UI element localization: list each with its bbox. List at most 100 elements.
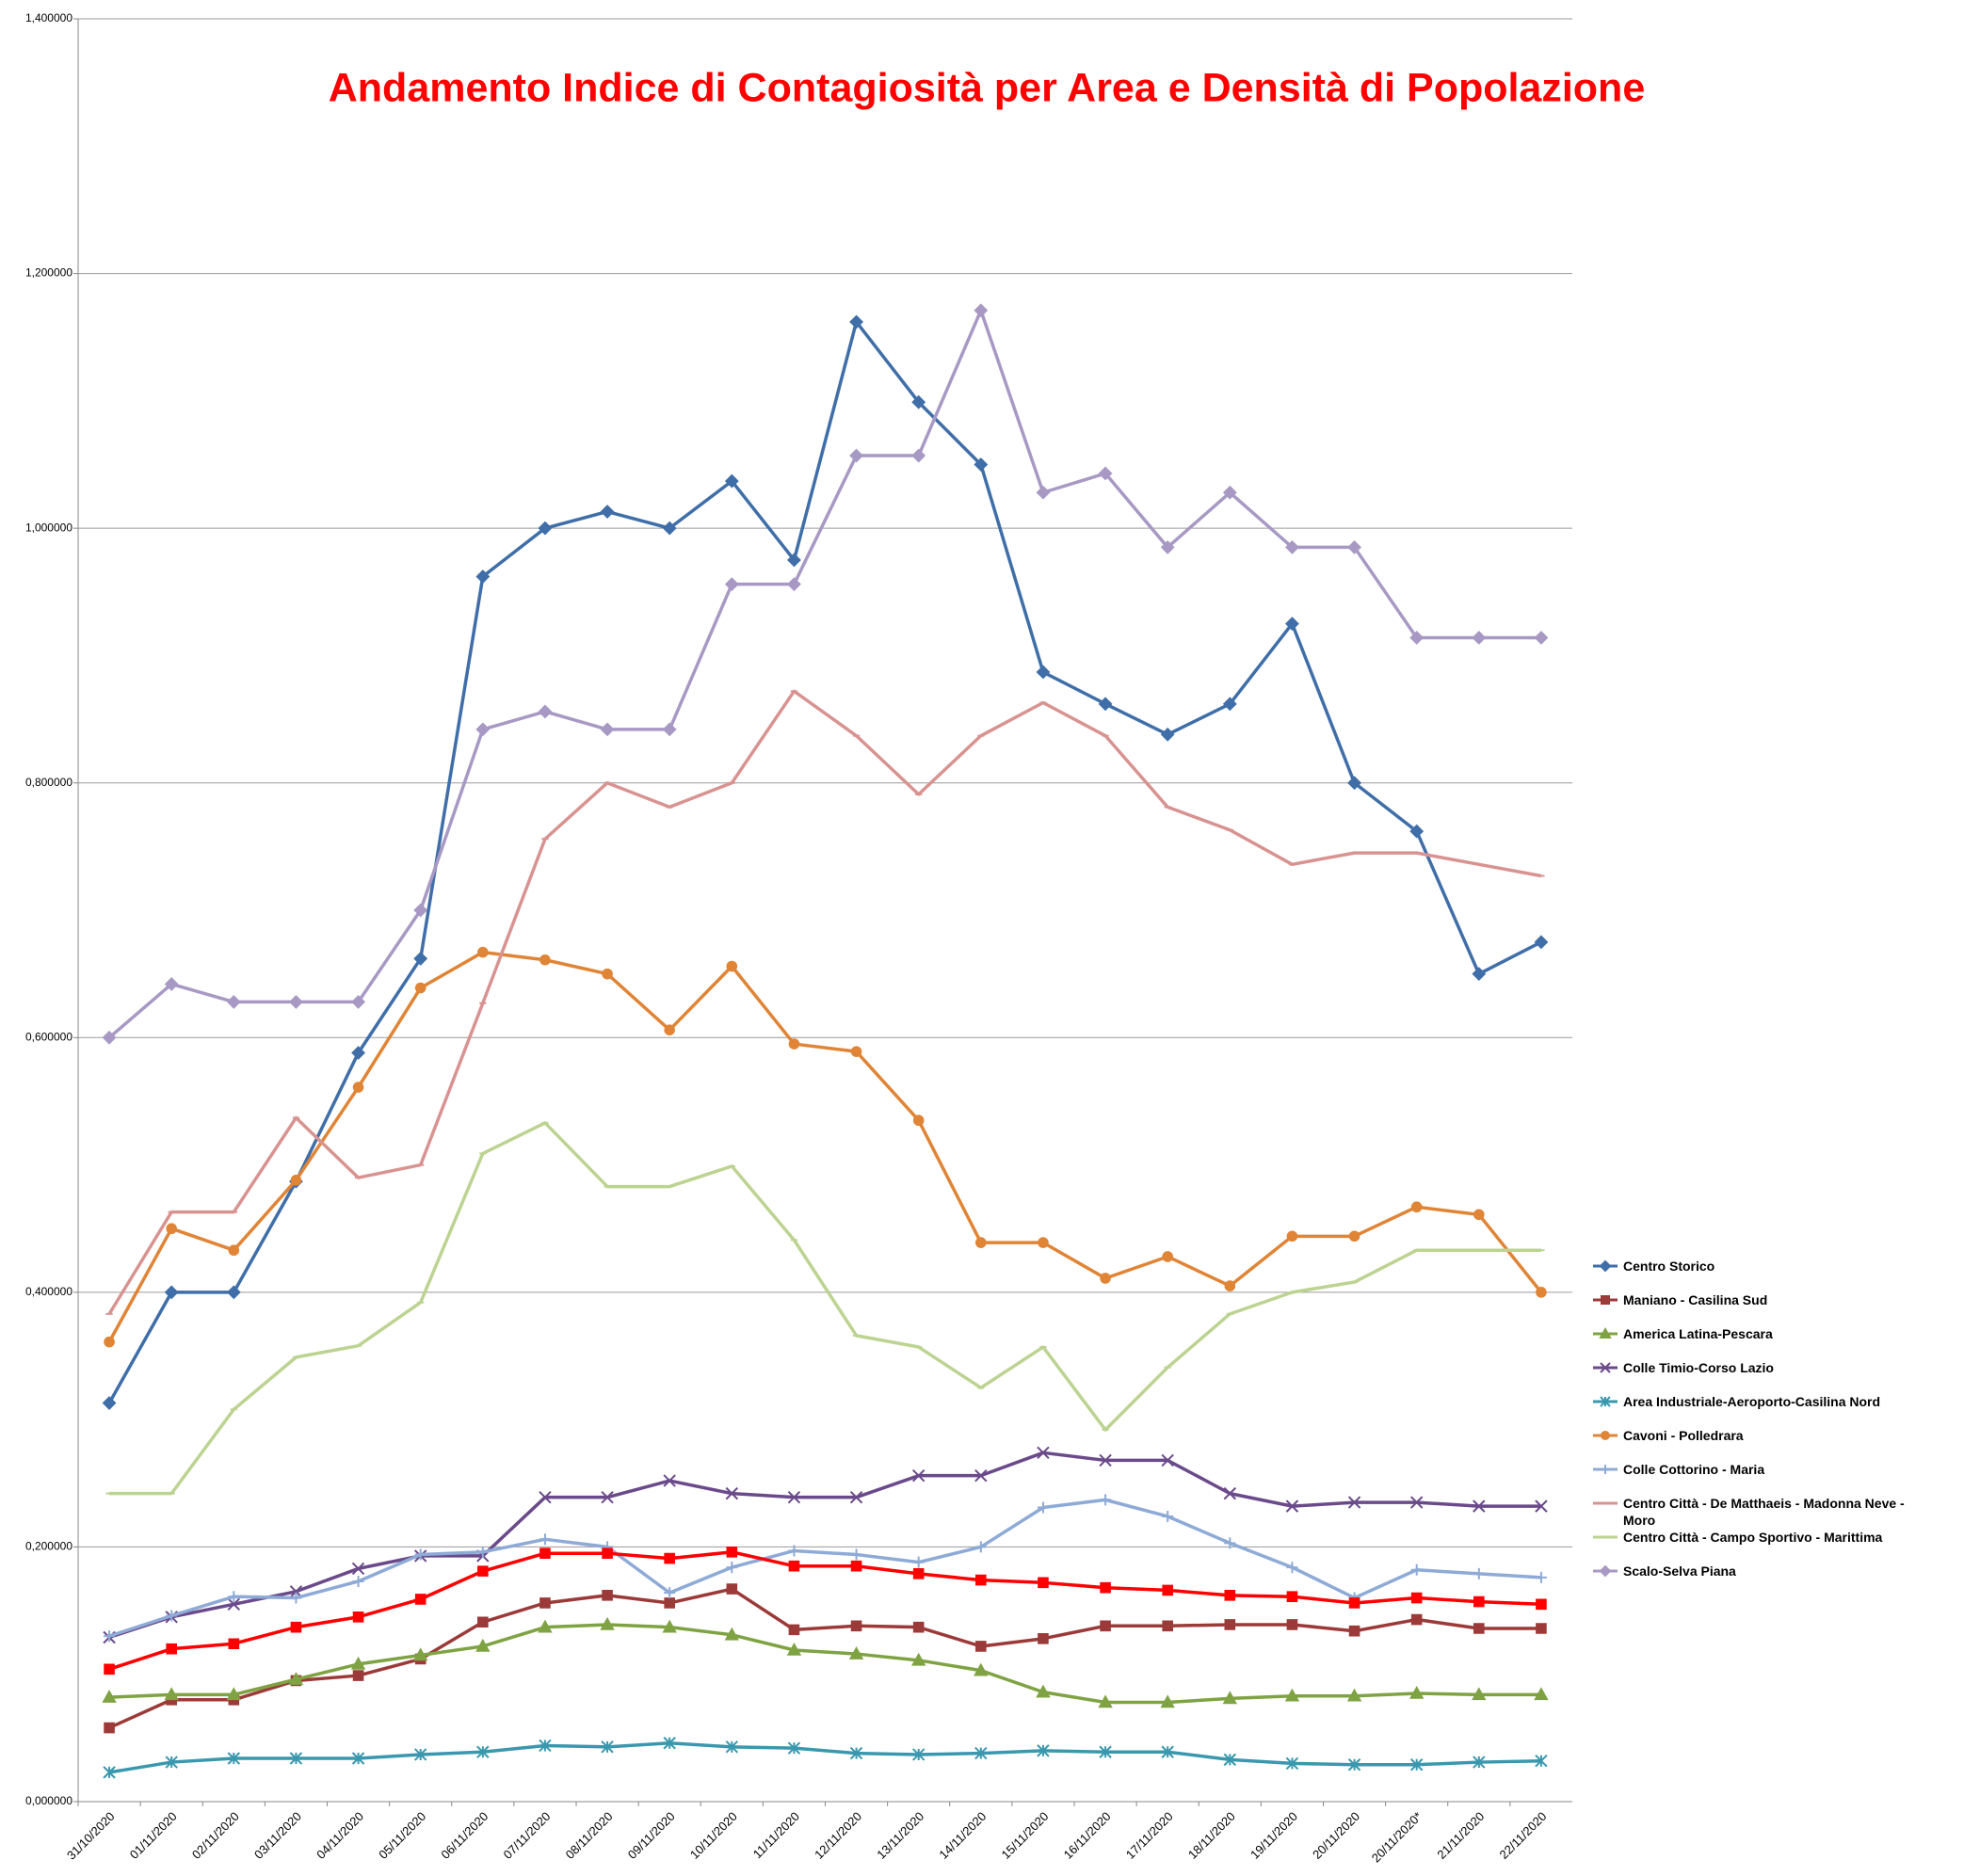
legend-swatch [1593,1295,1618,1305]
legend-swatch [1593,1362,1618,1373]
marker [912,1114,925,1127]
x-tick-label: 03/11/2020 [251,1809,304,1862]
y-tick-label: 1,200000 [25,266,72,280]
chart-title: Andamento Indice di Contagiosità per Are… [329,65,1646,110]
y-tick-label: 0,000000 [25,1794,72,1807]
marker [290,1592,302,1604]
marker [850,1046,862,1057]
legend-swatch [1593,1535,1618,1539]
marker [600,1616,615,1630]
marker [788,1560,800,1572]
marker [1347,1496,1361,1509]
marker [1161,1453,1174,1467]
marker [849,448,863,463]
marker [414,1594,427,1605]
marker [539,1533,551,1546]
x-tick-label: 16/11/2020 [1061,1809,1114,1862]
marker [1286,1230,1298,1243]
marker [539,1597,551,1609]
marker [848,1646,864,1660]
marker [1472,1687,1487,1701]
y-tick-label: 0,800000 [25,776,72,789]
marker [1409,1685,1425,1699]
y-tick-label: 0,400000 [25,1285,72,1298]
marker [226,1285,241,1300]
marker [786,1642,802,1656]
marker [1222,1691,1238,1705]
marker [475,569,491,584]
marker [164,1285,179,1300]
marker [1160,727,1175,742]
marker [1473,1209,1485,1221]
marker [1162,1510,1174,1522]
marker [1534,935,1549,950]
x-tick-label: 06/11/2020 [438,1809,491,1862]
legend-swatch [1593,1465,1618,1474]
x-tick-label: 05/11/2020 [376,1809,428,1862]
y-tick-label: 1,000000 [25,521,72,534]
x-tick-label: 22/11/2020 [1497,1809,1550,1862]
marker [726,1562,738,1574]
marker [477,1616,489,1628]
marker [974,1662,989,1676]
marker [413,951,428,966]
marker [1099,1453,1112,1467]
marker [538,521,553,536]
marker [226,1687,242,1701]
marker [1038,1237,1049,1248]
marker [539,1490,552,1504]
marker [102,1030,117,1045]
marker [1409,1758,1424,1772]
marker [475,722,491,737]
marker [1222,697,1237,712]
legend-swatch [1593,1501,1618,1505]
marker [726,1583,738,1595]
marker [1599,1564,1612,1578]
marker [104,1336,115,1348]
legend-label: Area Industriale-Aeroporto-Casilina Nord [1623,1394,1881,1409]
marker [166,1610,178,1622]
series-line [108,1587,1541,1730]
marker [1535,1499,1548,1513]
x-tick-label: 21/11/2020 [1434,1809,1487,1862]
marker [1599,1259,1612,1273]
marker [1037,1446,1050,1460]
marker [1601,1295,1610,1305]
marker [1473,1499,1486,1513]
marker [1473,1756,1486,1769]
marker [850,1620,862,1632]
marker [227,1752,241,1765]
marker [1284,1688,1300,1702]
marker [911,1748,926,1761]
x-tick-label: 14/11/2020 [936,1809,989,1862]
marker [1098,1694,1113,1708]
marker [975,1574,987,1586]
marker [1098,466,1113,481]
marker [1600,1396,1611,1407]
marker [1100,1620,1111,1632]
marker [228,1638,240,1650]
marker [1161,1745,1174,1758]
marker [664,1024,675,1035]
legend-swatch [1593,1396,1618,1407]
x-tick-label: 01/11/2020 [127,1809,180,1862]
marker [1473,1567,1485,1579]
legend-label: Cavoni - Polledrara [1623,1428,1744,1443]
marker [602,1547,613,1559]
marker [1224,1537,1236,1549]
series-line [109,1121,1541,1496]
marker [103,1766,116,1779]
marker [1410,1592,1423,1604]
marker [1036,665,1051,680]
marker [1285,540,1299,554]
marker [912,1568,925,1579]
legend-label: Maniano - Casilina Sud [1623,1292,1768,1307]
x-tick-label: 04/11/2020 [314,1809,366,1862]
marker [1286,1562,1298,1574]
marker [413,1748,427,1761]
marker [1409,631,1425,645]
marker [1160,540,1175,554]
marker [1348,1230,1360,1243]
series-line [108,1451,1541,1640]
